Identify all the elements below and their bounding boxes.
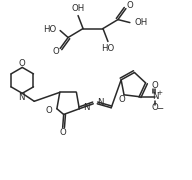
Text: O: O <box>53 47 60 56</box>
Text: N: N <box>152 92 158 101</box>
Text: O: O <box>152 103 158 112</box>
Text: OH: OH <box>134 18 147 27</box>
Text: N: N <box>83 103 90 112</box>
Text: O: O <box>119 95 125 104</box>
Text: HO: HO <box>44 25 57 34</box>
Text: OH: OH <box>71 4 85 13</box>
Text: +: + <box>156 90 162 96</box>
Text: HO: HO <box>101 44 115 53</box>
Text: N: N <box>18 93 25 102</box>
Text: −: − <box>156 103 164 112</box>
Text: O: O <box>127 1 133 10</box>
Text: N: N <box>97 98 104 107</box>
Text: O: O <box>45 106 52 115</box>
Text: O: O <box>59 128 66 137</box>
Text: O: O <box>152 81 158 90</box>
Text: O: O <box>19 59 26 68</box>
